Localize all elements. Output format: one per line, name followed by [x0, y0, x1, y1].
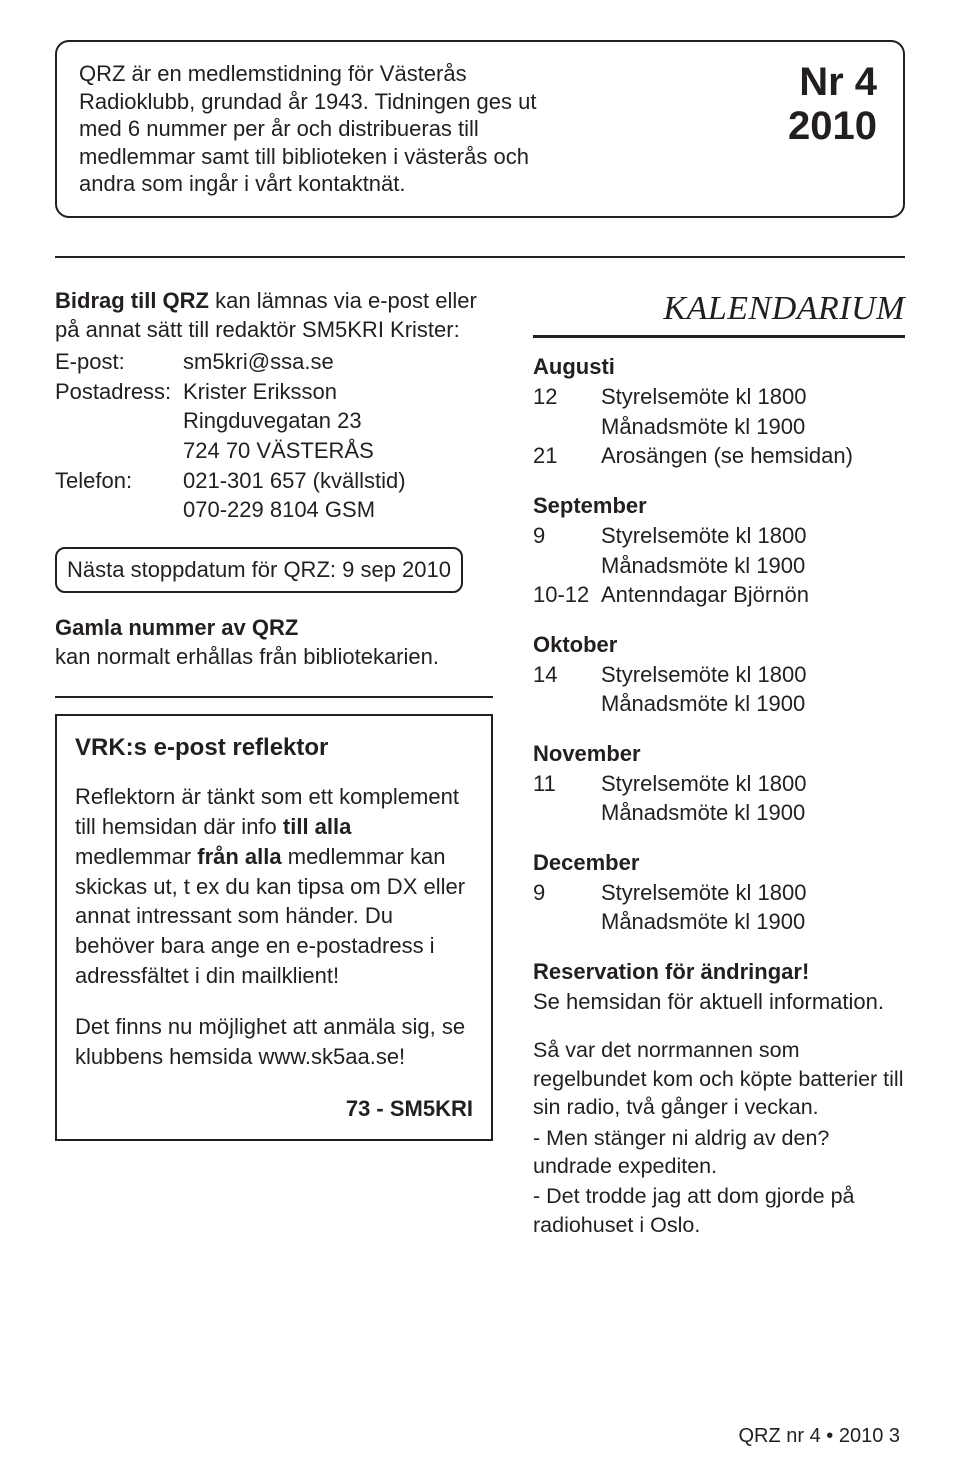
contact-key: E-post:: [55, 347, 183, 377]
joke-block: Så var det norrmannen som regelbundet ko…: [533, 1036, 905, 1239]
intro-text: QRZ är en medlemstidning för Västerås Ra…: [79, 60, 539, 198]
header-box: QRZ är en medlemstidning för Västerås Ra…: [55, 40, 905, 218]
reservation-heading: Reservation för ändringar!: [533, 959, 809, 984]
event-date: [533, 551, 601, 581]
contact-key: [55, 495, 183, 525]
contact-value: sm5kri@ssa.se: [183, 347, 493, 377]
event-text: Månadsmöte kl 1900: [601, 689, 905, 719]
event-date: [533, 412, 601, 442]
month-name: December: [533, 848, 905, 878]
event-date: [533, 907, 601, 937]
next-stop-text: Nästa stoppdatum för QRZ: 9 sep 2010: [67, 557, 451, 582]
contact-key: Postadress:: [55, 377, 183, 407]
reflektor-para-1: Reflektorn är tänkt som ett komplement t…: [75, 782, 473, 990]
contact-row: Postadress:Krister Eriksson: [55, 377, 493, 407]
contributions-lead: Bidrag till QRZ kan lämnas via e-post el…: [55, 286, 493, 345]
event-text: Antenndagar Björnön: [601, 580, 905, 610]
event-row: Månadsmöte kl 1900: [533, 798, 905, 828]
month-name: Augusti: [533, 352, 905, 382]
reservation-block: Reservation för ändringar! Se hemsidan f…: [533, 957, 905, 1016]
old-issues-heading: Gamla nummer av QRZ: [55, 615, 298, 640]
next-stop-box: Nästa stoppdatum för QRZ: 9 sep 2010: [55, 547, 463, 593]
contact-key: [55, 436, 183, 466]
event-date: 12: [533, 382, 601, 412]
joke-line: - Det trodde jag att dom gjorde på radio…: [533, 1182, 905, 1239]
month-block: September9Styrelsemöte kl 1800Månadsmöte…: [533, 491, 905, 610]
contact-row: E-post:sm5kri@ssa.se: [55, 347, 493, 377]
event-text: Månadsmöte kl 1900: [601, 412, 905, 442]
page-footer: QRZ nr 4 • 2010 3: [738, 1423, 900, 1450]
event-text: Månadsmöte kl 1900: [601, 798, 905, 828]
contact-row: 070-229 8104 GSM: [55, 495, 493, 525]
event-text: Styrelsemöte kl 1800: [601, 878, 905, 908]
issue-line-1: Nr 4: [788, 60, 877, 104]
contact-row: Telefon:021-301 657 (kvällstid): [55, 466, 493, 496]
reflektor-signature: 73 - SM5KRI: [75, 1094, 473, 1124]
main-columns: Bidrag till QRZ kan lämnas via e-post el…: [55, 286, 905, 1242]
contact-row: Ringduvegatan 23: [55, 406, 493, 436]
contact-value: Ringduvegatan 23: [183, 406, 493, 436]
contact-key: Telefon:: [55, 466, 183, 496]
event-text: Styrelsemöte kl 1800: [601, 382, 905, 412]
contrib-lead-bold: Bidrag till QRZ: [55, 288, 209, 313]
event-date: 9: [533, 878, 601, 908]
event-text: Styrelsemöte kl 1800: [601, 521, 905, 551]
contact-row: 724 70 VÄSTERÅS: [55, 436, 493, 466]
left-column: Bidrag till QRZ kan lämnas via e-post el…: [55, 286, 493, 1242]
event-row: 12Styrelsemöte kl 1800: [533, 382, 905, 412]
event-row: 14Styrelsemöte kl 1800: [533, 660, 905, 690]
event-date: [533, 689, 601, 719]
contact-value: Krister Eriksson: [183, 377, 493, 407]
month-block: Augusti12Styrelsemöte kl 1800Månadsmöte …: [533, 352, 905, 471]
event-text: Månadsmöte kl 1900: [601, 907, 905, 937]
event-date: 10-12: [533, 580, 601, 610]
joke-line: - Men stänger ni aldrig av den? undrade …: [533, 1124, 905, 1181]
event-date: [533, 798, 601, 828]
section-divider: [55, 256, 905, 258]
event-text: Styrelsemöte kl 1800: [601, 769, 905, 799]
event-row: 10-12Antenndagar Björnön: [533, 580, 905, 610]
event-row: 9Styrelsemöte kl 1800: [533, 521, 905, 551]
kalendarium-months: Augusti12Styrelsemöte kl 1800Månadsmöte …: [533, 352, 905, 937]
contact-value: 724 70 VÄSTERÅS: [183, 436, 493, 466]
event-row: Månadsmöte kl 1900: [533, 412, 905, 442]
event-date: 11: [533, 769, 601, 799]
contact-key: [55, 406, 183, 436]
event-date: 21: [533, 441, 601, 471]
event-row: Månadsmöte kl 1900: [533, 551, 905, 581]
issue-number: Nr 4 2010: [788, 60, 877, 148]
reflektor-title: VRK:s e-post reflektor: [75, 732, 473, 764]
event-text: Styrelsemöte kl 1800: [601, 660, 905, 690]
old-issues-text: kan normalt erhållas från bibliotekarien…: [55, 644, 439, 669]
month-name: September: [533, 491, 905, 521]
event-row: Månadsmöte kl 1900: [533, 907, 905, 937]
reservation-text: Se hemsidan för aktuell information.: [533, 989, 884, 1014]
event-date: 14: [533, 660, 601, 690]
month-name: November: [533, 739, 905, 769]
event-row: 9Styrelsemöte kl 1800: [533, 878, 905, 908]
month-block: November11Styrelsemöte kl 1800Månadsmöte…: [533, 739, 905, 828]
left-rule: [55, 696, 493, 698]
contact-value: 021-301 657 (kvällstid): [183, 466, 493, 496]
issue-line-2: 2010: [788, 104, 877, 148]
right-column: KALENDARIUM Augusti12Styrelsemöte kl 180…: [533, 286, 905, 1242]
event-date: 9: [533, 521, 601, 551]
event-row: 11Styrelsemöte kl 1800: [533, 769, 905, 799]
joke-line: Så var det norrmannen som regelbundet ko…: [533, 1036, 905, 1121]
event-row: Månadsmöte kl 1900: [533, 689, 905, 719]
event-text: Arosängen (se hemsidan): [601, 441, 905, 471]
month-block: December9Styrelsemöte kl 1800Månadsmöte …: [533, 848, 905, 937]
event-row: 21Arosängen (se hemsidan): [533, 441, 905, 471]
month-name: Oktober: [533, 630, 905, 660]
contact-value: 070-229 8104 GSM: [183, 495, 493, 525]
kalendarium-title: KALENDARIUM: [533, 286, 905, 339]
month-block: Oktober14Styrelsemöte kl 1800Månadsmöte …: [533, 630, 905, 719]
reflektor-body: Reflektorn är tänkt som ett komplement t…: [75, 782, 473, 1071]
reflektor-para-2: Det finns nu möjlighet att anmäla sig, s…: [75, 1012, 473, 1071]
contact-table: E-post:sm5kri@ssa.sePostadress:Krister E…: [55, 347, 493, 525]
old-issues-block: Gamla nummer av QRZ kan normalt erhållas…: [55, 613, 493, 672]
event-text: Månadsmöte kl 1900: [601, 551, 905, 581]
reflektor-box: VRK:s e-post reflektor Reflektorn är tän…: [55, 714, 493, 1141]
